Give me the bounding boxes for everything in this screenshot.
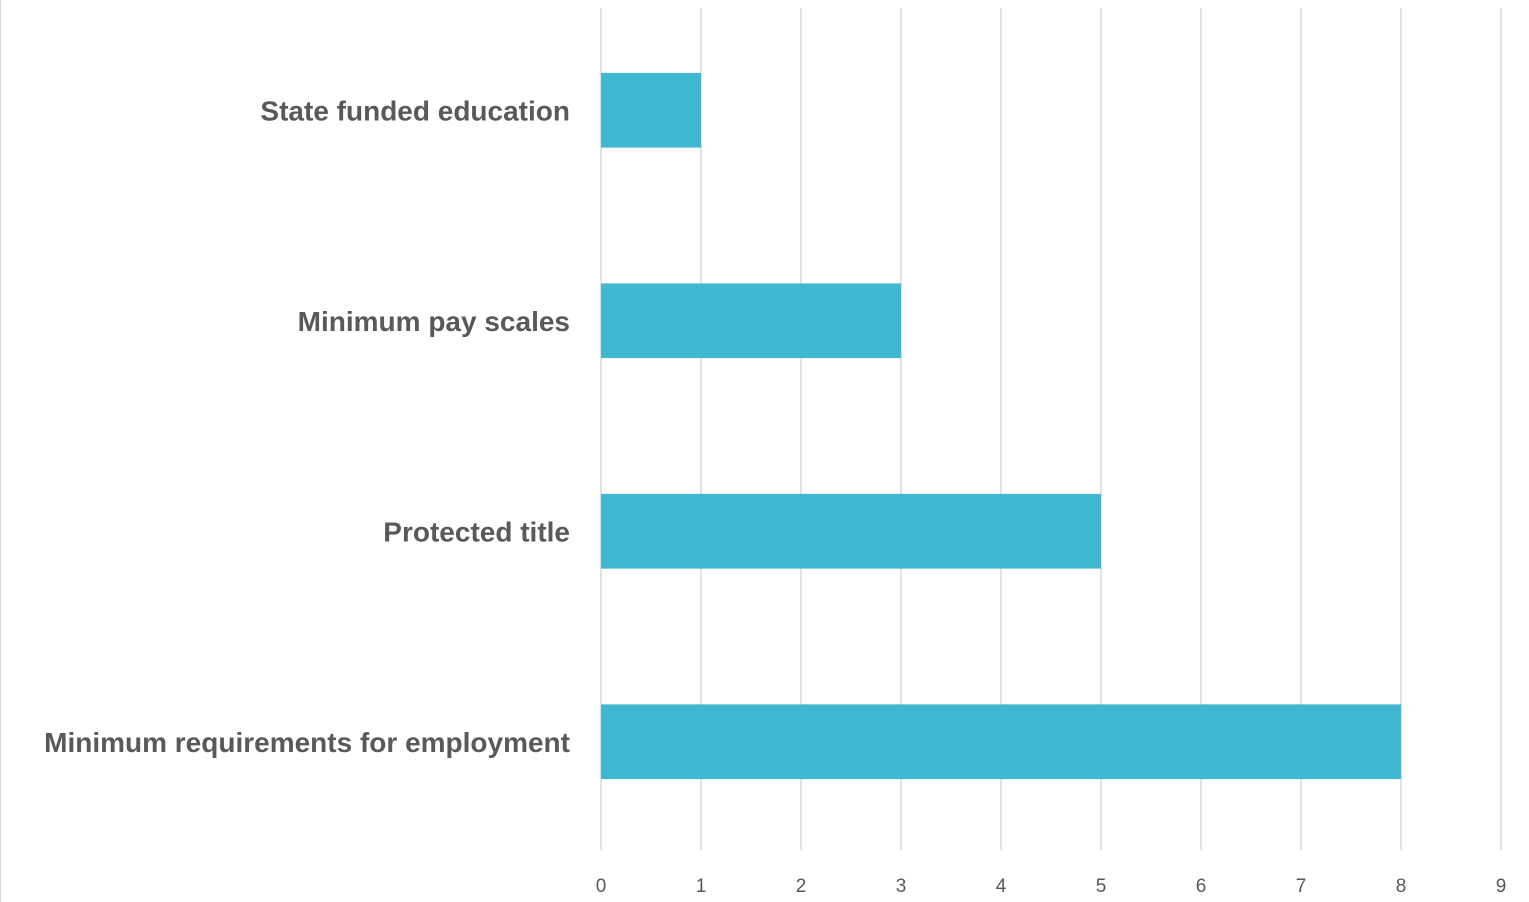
bar-4 [601, 704, 1401, 780]
gridlines [600, 8, 1502, 850]
x-tick-label: 7 [1296, 876, 1307, 897]
bar-1 [601, 72, 701, 148]
category-label: Minimum pay scales [298, 306, 570, 337]
x-tick-label: 2 [796, 876, 807, 897]
x-tick-label: 9 [1496, 876, 1507, 897]
category-labels: State funded education Minimum pay scales… [44, 95, 570, 758]
x-tick-label: 6 [1196, 876, 1207, 897]
category-label: Minimum requirements for employment [44, 727, 570, 758]
x-tick-label: 5 [1096, 876, 1107, 897]
bar-2 [601, 283, 901, 359]
x-tick-labels: 0 1 2 3 4 5 6 7 8 9 [596, 876, 1507, 897]
category-label: Protected title [383, 516, 570, 547]
x-tick-label: 4 [996, 876, 1007, 897]
x-tick-label: 3 [896, 876, 907, 897]
bars [601, 72, 1401, 780]
x-tick-label: 0 [596, 876, 607, 897]
bar-3 [601, 493, 1101, 569]
x-tick-label: 1 [696, 876, 707, 897]
category-label: State funded education [260, 95, 570, 126]
x-tick-label: 8 [1396, 876, 1407, 897]
